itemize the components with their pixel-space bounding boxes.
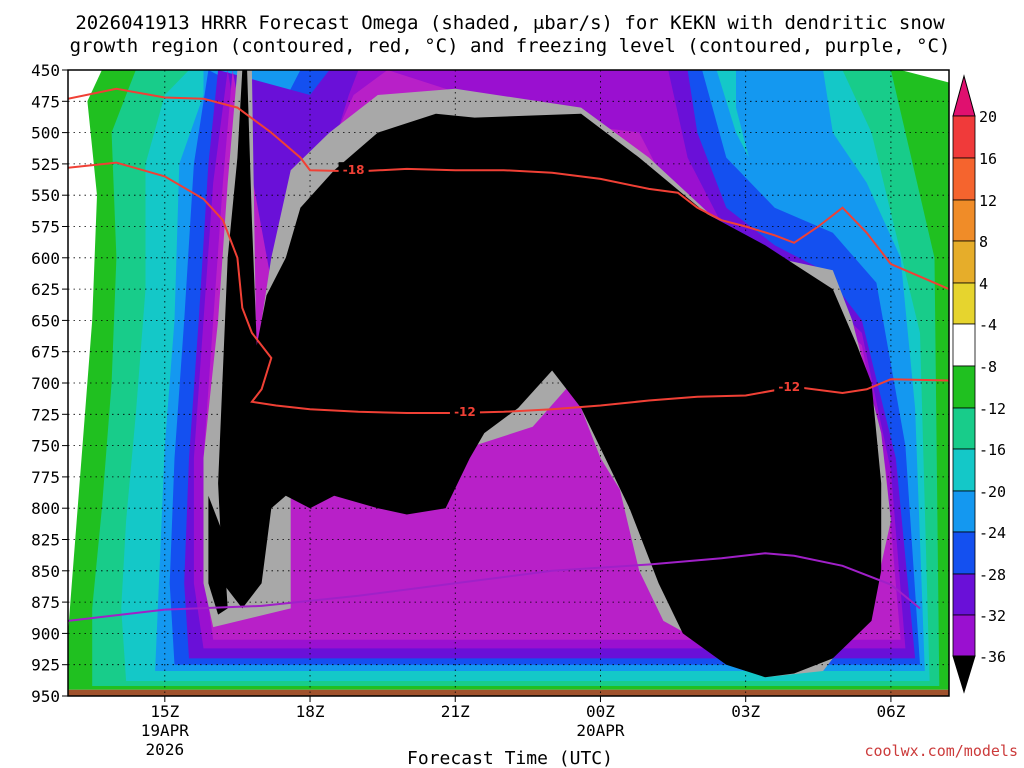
dgz-label-1: -12 [454, 405, 476, 419]
colorbar-bottom-arrow [952, 655, 976, 694]
y-tick-label: 725 [31, 405, 60, 424]
omega-core-region-0 [218, 70, 882, 678]
colorbar-label: -4 [979, 316, 997, 334]
colorbar: 20 16 12 8 4 -4 -8 -12 -16 -20 -24 -28 -32 -36 [952, 74, 1006, 694]
colorbar-label: 8 [979, 233, 988, 251]
omega-core-region-1 [208, 495, 228, 615]
omega-fill-layers [68, 70, 949, 696]
y-tick-label: 575 [31, 218, 60, 237]
chart-title-line2: growth region (contoured, red, °C) and f… [70, 35, 951, 57]
y-tick-label: 850 [31, 562, 60, 581]
colorbar-label: -8 [979, 358, 997, 376]
x-axis-title: Forecast Time (UTC) [407, 748, 613, 768]
x-tick-label: 03Z [731, 702, 760, 721]
x-tick-label: 00Z [586, 702, 615, 721]
colorbar-label: 20 [979, 108, 997, 126]
x-tick-label: 21Z [441, 702, 470, 721]
chart-title-line1: 2026041913 HRRR Forecast Omega (shaded, … [75, 12, 945, 34]
colorbar-label: 4 [979, 275, 988, 293]
y-tick-label: 900 [31, 624, 60, 643]
credit-link[interactable]: coolwx.com/models [864, 742, 1018, 760]
x-tick-date: 19APR [141, 721, 190, 740]
y-tick-label: 875 [31, 593, 60, 612]
colorbar-segment [952, 282, 976, 325]
colorbar-segment [952, 365, 976, 409]
plot-area: -18 -12 -12 [68, 70, 949, 696]
dgz-label-1-bg [449, 403, 480, 419]
ground-band [68, 689, 949, 696]
y-tick-label: 500 [31, 124, 60, 143]
colorbar-label: -36 [979, 648, 1006, 666]
y-tick-label: 650 [31, 311, 60, 330]
colorbar-label: -28 [979, 566, 1006, 584]
y-tick-label: 950 [31, 687, 60, 706]
y-tick-label: 800 [31, 499, 60, 518]
y-tick-label: 450 [31, 61, 60, 80]
dgz-label-1b-bg [774, 378, 805, 394]
colorbar-segment [952, 614, 976, 657]
colorbar-segment [952, 573, 976, 616]
dgz-label-1b: -12 [778, 380, 800, 394]
dgz-label-0-bg [338, 162, 369, 178]
dgz-label-0: -18 [343, 163, 365, 177]
y-tick-label: 475 [31, 92, 60, 111]
contour-lines: -18 -12 -12 [68, 87, 949, 622]
colorbar-segment [952, 490, 976, 533]
colorbar-segment [952, 407, 976, 450]
y-tick-label: 550 [31, 186, 60, 205]
y-tick-label: 600 [31, 249, 60, 268]
colorbar-segment [952, 531, 976, 575]
colorbar-segment [952, 323, 976, 367]
y-tick-label: 925 [31, 656, 60, 675]
colorbar-segment [952, 115, 976, 159]
x-tick-label: 18Z [296, 702, 325, 721]
colorbar-label: -24 [979, 524, 1006, 542]
x-tick-label: 06Z [876, 702, 905, 721]
dgz-contour-0 [68, 87, 949, 291]
y-tick-label: 525 [31, 155, 60, 174]
x-tick-date: 20APR [576, 721, 625, 740]
y-tick-label: 625 [31, 280, 60, 299]
y-tick-label: 775 [31, 468, 60, 487]
grid-lines [68, 70, 949, 696]
colorbar-segment [952, 199, 976, 242]
y-axis: 450 475 500 525 550 575 600 625 650 675 700 725 750 7… [31, 61, 68, 706]
colorbar-label: 16 [979, 150, 997, 168]
colorbar-label: -12 [979, 400, 1006, 418]
colorbar-segment [952, 448, 976, 492]
y-tick-label: 675 [31, 343, 60, 362]
y-tick-label: 825 [31, 531, 60, 550]
y-tick-label: 750 [31, 437, 60, 456]
x-tick-year: 2026 [146, 740, 185, 759]
y-tick-label: 700 [31, 374, 60, 393]
colorbar-label: 12 [979, 192, 997, 210]
colorbar-top-arrow [952, 74, 976, 117]
x-tick-label: 15Z [150, 702, 179, 721]
freezing-level-line [68, 552, 921, 622]
colorbar-label: -16 [979, 441, 1006, 459]
colorbar-label: -32 [979, 607, 1006, 625]
colorbar-segment [952, 157, 976, 201]
colorbar-label: -20 [979, 483, 1006, 501]
colorbar-segment [952, 240, 976, 284]
